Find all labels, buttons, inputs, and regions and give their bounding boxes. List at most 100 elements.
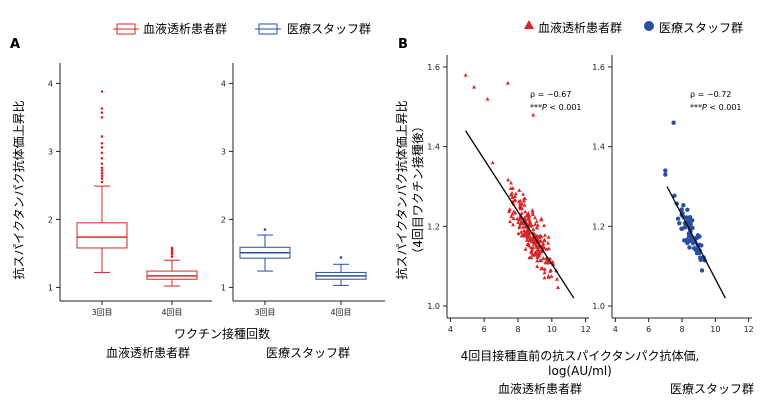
panel-b-ylabel: 抗スパイクタンパク抗体価上昇比 (394, 100, 409, 279)
panel-b-hd-point (542, 270, 547, 275)
panel-b-staff-point (671, 120, 676, 125)
box-outlier (170, 246, 174, 250)
panel-b-hd-point (529, 239, 534, 244)
panel-b-hd-ytick-label: 1.6 (427, 63, 440, 72)
panel-b-hd-xtick-label: 6 (482, 325, 487, 334)
panel-b-hd-xtick-label: 12 (581, 325, 591, 334)
panel-b-staff-ytick-label: 1.2 (592, 222, 605, 231)
pvalue-p: P (542, 103, 547, 112)
panel-b-hd-point (535, 258, 540, 263)
panel-b-hd-point (510, 194, 515, 199)
panel-b-hd-point (521, 224, 526, 229)
box-outlier (170, 248, 174, 252)
panel-a-staff-ytick-label: 1 (221, 283, 226, 292)
panel-b-hd-point (509, 214, 514, 219)
panel-a-staff-box-4 (315, 256, 367, 286)
box-outlier (170, 255, 174, 259)
panel-b-hd-point (532, 252, 537, 257)
legend-b-hd-label: 血液透析患者群 (538, 20, 622, 35)
panel-b-hd-point (525, 227, 530, 232)
panel-b-hd-point (555, 277, 560, 281)
panel-b-staff-point (688, 221, 693, 227)
panel-b-hd-point (523, 247, 528, 251)
panel-b-staff-point (679, 226, 685, 231)
panel-b-hd-point (517, 188, 522, 192)
box-outlier (100, 166, 104, 170)
pvalue-stars: *** (530, 103, 542, 112)
panel-b-hd-point (531, 227, 536, 231)
panel-a-group-hd: 血液透析患者群 (106, 345, 190, 360)
panel-b-hd-point (526, 243, 531, 248)
panel-b-hd-point (540, 242, 545, 246)
panel-b-hd-point (538, 217, 543, 222)
panel-b-hd-point (541, 256, 546, 260)
panel-a-xlabel: ワクチン接種回数 (174, 326, 270, 341)
panel-b-hd-point (485, 96, 490, 101)
panel-b-hd-point (542, 275, 547, 280)
panel-b-hd-point (520, 206, 525, 211)
panel-b-hd-point (530, 210, 535, 215)
panel-b-hd-point (546, 234, 551, 239)
panel-b-staff-xtick-label: 10 (710, 325, 720, 334)
panel-b-hd-point (530, 212, 535, 217)
box-outlier (100, 135, 104, 138)
panel-b-hd-point (508, 219, 513, 224)
panel-b-staff-point (672, 193, 677, 198)
panel-a: 抗スパイクタンパク抗体価上昇比 1 2 3 4 3回目 4回目 1 2 3 4 3回目 4回目 ワク… (11, 63, 385, 360)
panel-a-staff-ytick-label: 2 (221, 215, 226, 224)
panel-b-hd-point (526, 232, 531, 237)
panel-b-staff-pvalue: ***P < 0.001 (690, 103, 742, 112)
legend-a-hd-swatch (113, 23, 139, 35)
panel-b-hd-point (518, 198, 523, 203)
box-outlier (339, 256, 343, 259)
panel-b-hd-point (527, 238, 532, 242)
panel-b-hd-point (526, 230, 531, 235)
panel-b-hd-point (531, 112, 536, 117)
panel-b-hd-point (525, 235, 530, 240)
panel-b-hd-point (526, 216, 531, 221)
panel-b-hd-point (523, 209, 528, 214)
panel-a-staff-xtick-label: 4回目 (330, 308, 351, 317)
box-outlier (263, 228, 267, 231)
panel-b-staff-plot: 1.0 1.2 1.4 1.6 4 6 8 10 12 ρ = −0.72 ***P < 0.001 (592, 63, 753, 334)
pvalue-stars: *** (690, 103, 702, 112)
panel-b-hd-point (534, 219, 539, 223)
panel-b-hd-point (524, 238, 529, 242)
panel-b-staff-rho: ρ = −0.72 (690, 90, 731, 99)
panel-b-hd-point (536, 245, 541, 250)
pvalue-threshold: < 0.001 (707, 103, 742, 112)
panel-b-hd-point (542, 233, 547, 237)
box-outlier (100, 90, 104, 93)
box-outlier (100, 146, 104, 149)
panel-b-hd-pvalue: ***P < 0.001 (530, 103, 582, 112)
panel-a-hd-box-4 (146, 246, 198, 287)
panel-b-hd-point (516, 220, 521, 224)
box-iqr (76, 222, 128, 249)
panel-b-hd-point (535, 254, 540, 259)
panel-b-hd-regression-line (465, 130, 575, 299)
box-outlier (100, 116, 104, 119)
pvalue-p: P (702, 103, 707, 112)
panel-b-hd-xtick-label: 4 (448, 325, 453, 334)
panel-a-staff-plot: 1 2 3 4 3回目 4回目 (221, 79, 367, 317)
panel-b-hd-point (524, 213, 529, 218)
panel-b-hd-point (506, 177, 511, 182)
panel-a-hd-plot: 1 2 3 4 3回目 4回目 (48, 79, 198, 317)
panel-a-hd-xtick-label: 3回目 (91, 308, 112, 317)
panel-b-hd-point (522, 198, 527, 203)
panel-b-hd-point (510, 190, 515, 195)
panel-b-hd-point (529, 255, 534, 260)
panel-b-hd-point (533, 222, 538, 226)
box-outlier (100, 174, 104, 178)
panel-b-hd-point (507, 209, 512, 213)
panel-b-hd-point (546, 240, 551, 245)
panel-a-hd-box-3 (76, 90, 128, 273)
panel-b-xlabel: 4回目接種直前の抗スパイクタンパク抗体価, (461, 348, 700, 363)
panel-b-hd-point (549, 274, 554, 278)
panel-b-hd-rho: ρ = −0.67 (530, 90, 571, 99)
panel-b-hd-point (530, 247, 535, 252)
panel-b-staff-xtick-label: 6 (646, 325, 651, 334)
panel-b-hd-xtick-label: 10 (547, 325, 557, 334)
box-outlier (170, 252, 174, 256)
panel-b-hd-point (521, 192, 526, 196)
